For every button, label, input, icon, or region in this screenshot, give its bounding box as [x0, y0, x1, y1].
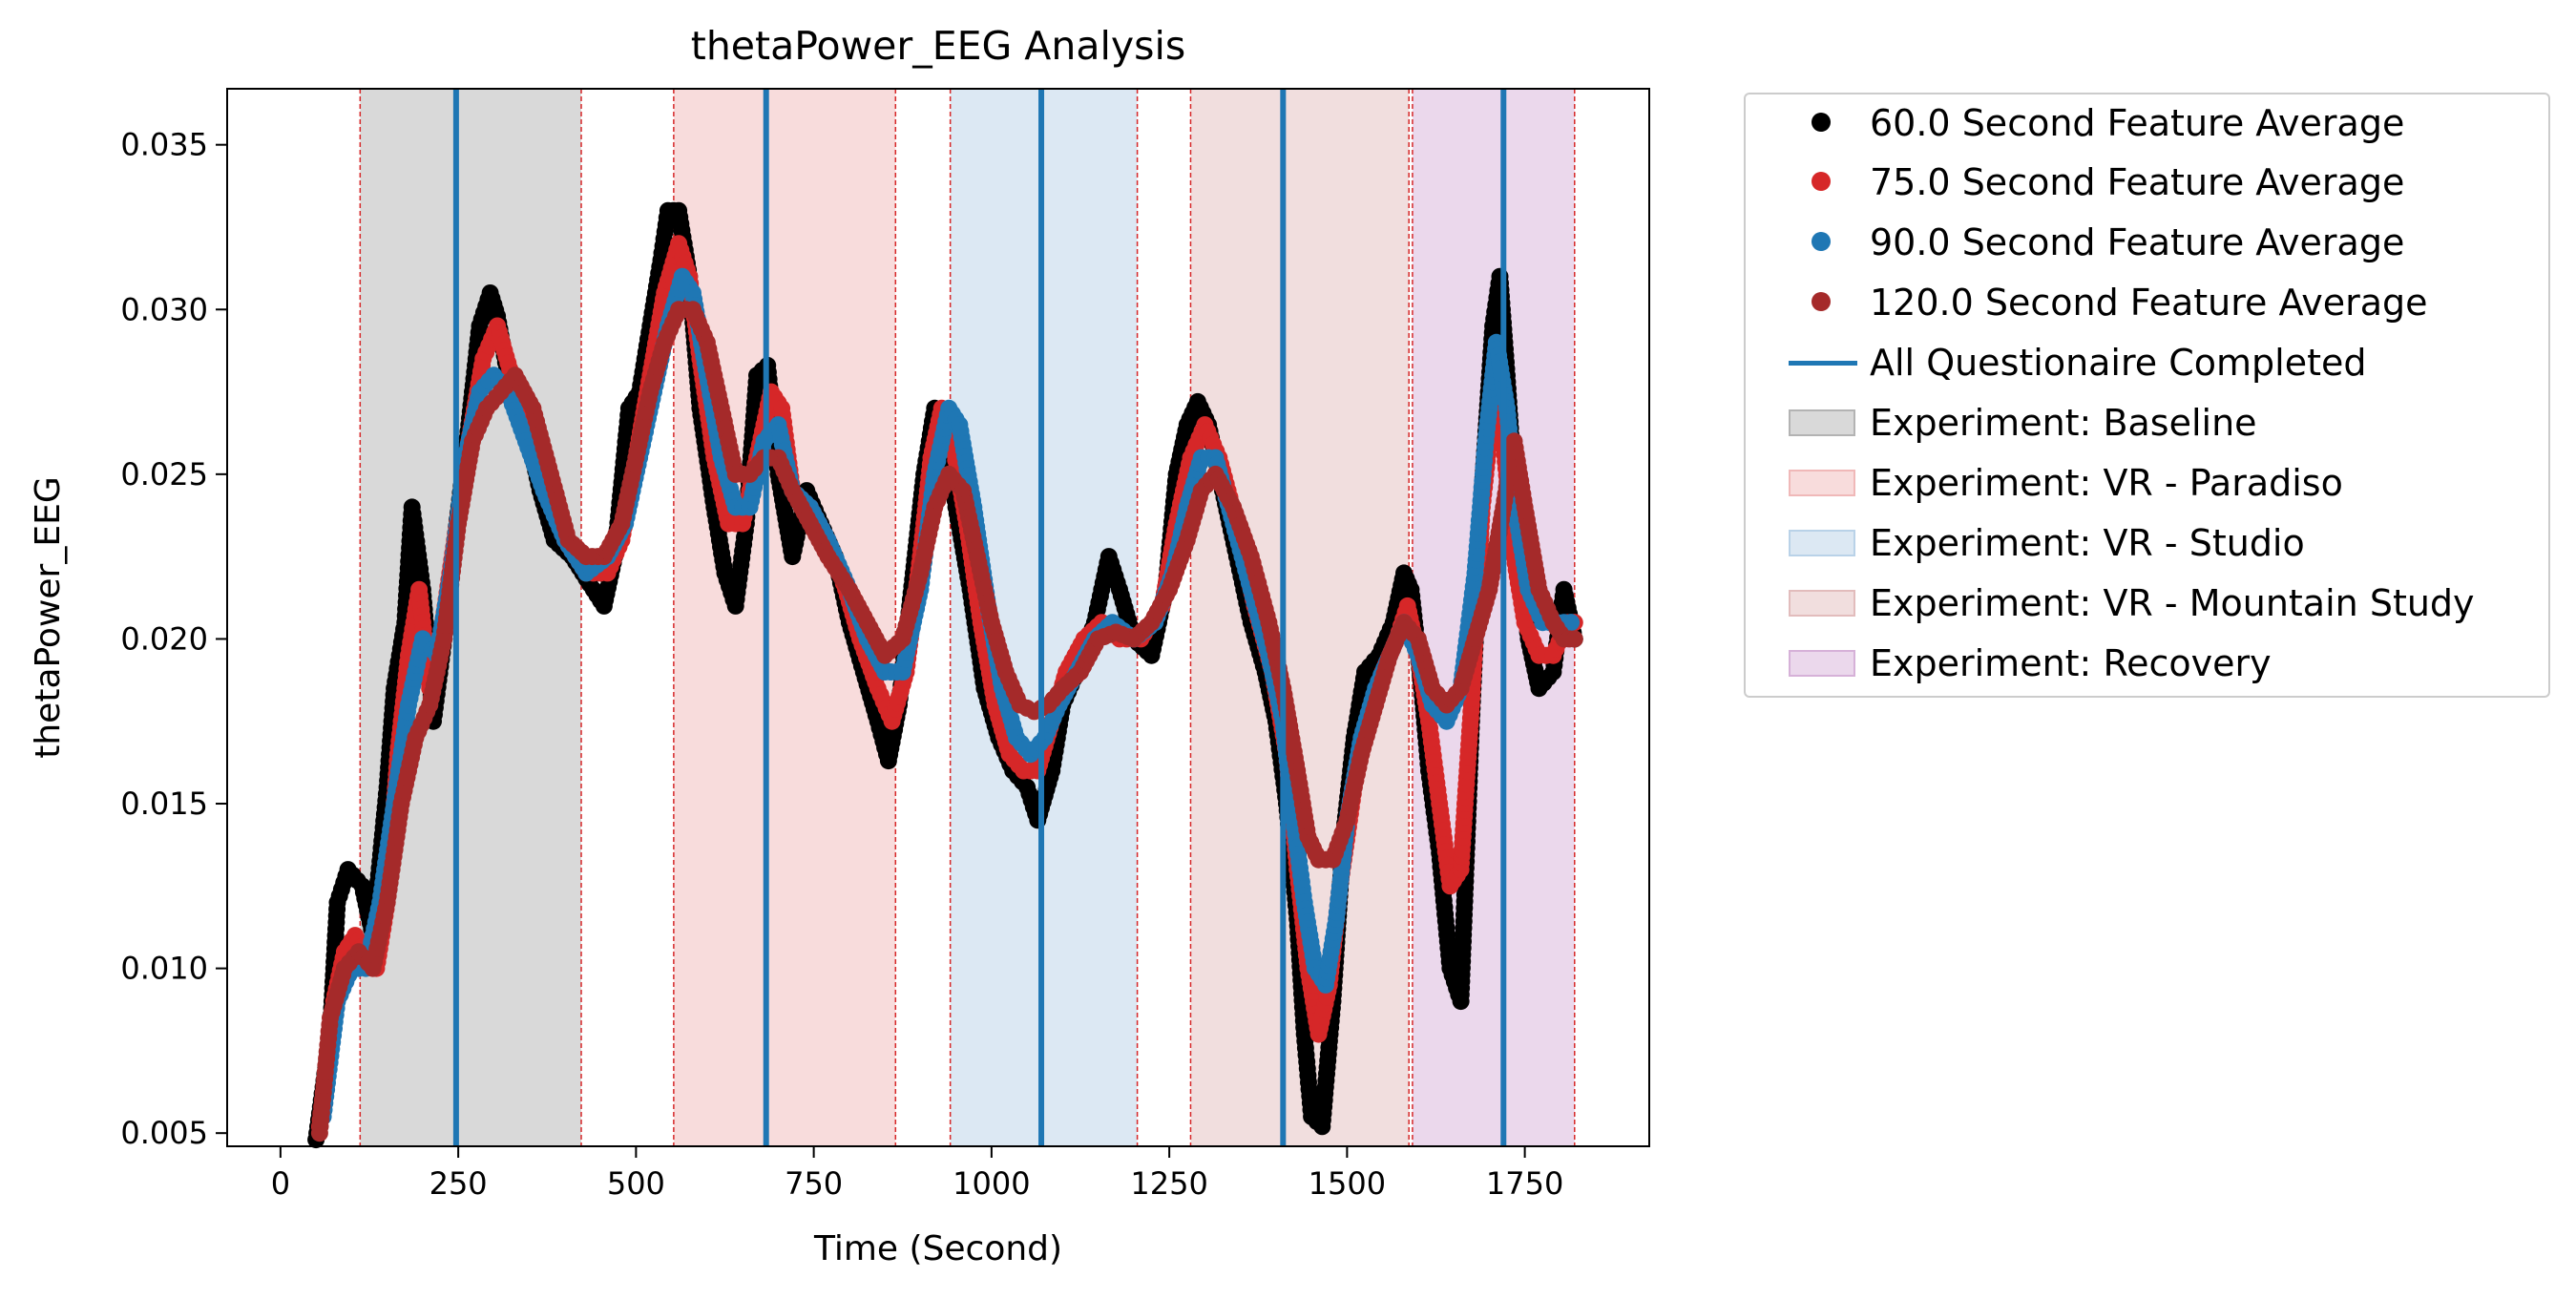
data-point [1565, 630, 1583, 648]
data-point [1562, 614, 1581, 632]
legend-label-studio: Experiment: VR - Studio [1870, 522, 2305, 564]
y-axis-label: thetaPower_EEG [29, 476, 68, 759]
legend-entry-75s: 75.0 Second Feature Average [1746, 154, 2547, 213]
patch-icon [1789, 409, 1855, 436]
patch-icon [1789, 650, 1855, 677]
legend-entry-studio: Experiment: VR - Studio [1746, 514, 2547, 574]
y-tick-label: 0.010 [120, 951, 208, 987]
legend-entry-recovery: Experiment: Recovery [1746, 635, 2547, 694]
line-icon [1789, 361, 1857, 366]
x-tick-label: 500 [607, 1165, 665, 1202]
legend-marker-mountain [1789, 590, 1857, 618]
y-tick-label: 0.005 [120, 1115, 208, 1151]
plot-frame [226, 88, 1650, 1147]
legend-label-paradiso: Experiment: VR - Paradiso [1870, 462, 2343, 504]
legend-label-90s: 90.0 Second Feature Average [1870, 221, 2405, 263]
dot-icon [1812, 232, 1831, 251]
x-tick-label: 1000 [953, 1165, 1030, 1202]
legend-entry-questionnaire: All Questionaire Completed [1746, 334, 2547, 393]
y-tick-label: 0.015 [120, 786, 208, 822]
x-tick-label: 1250 [1130, 1165, 1207, 1202]
phase-band-baseline [360, 89, 582, 1146]
patch-icon [1789, 590, 1855, 617]
x-tick-label: 1500 [1309, 1165, 1386, 1202]
legend-label-recovery: Experiment: Recovery [1870, 642, 2272, 684]
x-tick-label: 750 [785, 1165, 843, 1202]
legend-entry-120s: 120.0 Second Feature Average [1746, 274, 2547, 333]
questionnaire-lines [452, 89, 1507, 1146]
dot-icon [1812, 113, 1831, 132]
patch-icon [1789, 530, 1855, 556]
x-axis: 0 250 500 750 1000 1250 1500 1750 [271, 1146, 1563, 1202]
legend-entry-baseline: Experiment: Baseline [1746, 394, 2547, 453]
legend-marker-paradiso [1789, 470, 1857, 498]
dot-icon [1812, 292, 1831, 311]
x-axis-label: Time (Second) [813, 1229, 1062, 1268]
legend-label-baseline: Experiment: Baseline [1870, 402, 2257, 444]
x-tick-label: 1750 [1486, 1165, 1563, 1202]
legend-entry-mountain: Experiment: VR - Mountain Study [1746, 575, 2547, 634]
legend-entry-paradiso: Experiment: VR - Paradiso [1746, 454, 2547, 513]
data-series [307, 201, 1583, 1149]
legend-marker-75s [1789, 169, 1857, 198]
legend-marker-60s [1789, 110, 1857, 138]
patch-icon [1789, 470, 1855, 496]
legend-label-75s: 75.0 Second Feature Average [1870, 161, 2405, 203]
y-tick-label: 0.030 [120, 291, 208, 327]
legend-marker-90s [1789, 229, 1857, 258]
legend-label-mountain: Experiment: VR - Mountain Study [1870, 582, 2475, 624]
legend: 60.0 Second Feature Average 75.0 Second … [1744, 93, 2550, 698]
legend-marker-recovery [1789, 650, 1857, 679]
legend-entry-60s: 60.0 Second Feature Average [1746, 94, 2547, 154]
y-tick-label: 0.020 [120, 620, 208, 657]
legend-marker-120s [1789, 289, 1857, 318]
chart-title: thetaPower_EEG Analysis [691, 23, 1186, 69]
x-tick-label: 0 [271, 1165, 290, 1202]
legend-label-120s: 120.0 Second Feature Average [1870, 282, 2428, 324]
legend-marker-studio [1789, 530, 1857, 558]
legend-label-questionnaire: All Questionaire Completed [1870, 342, 2367, 384]
x-tick-label: 250 [429, 1165, 488, 1202]
dot-icon [1812, 172, 1831, 191]
y-tick-label: 0.035 [120, 127, 208, 163]
y-tick-label: 0.025 [120, 456, 208, 492]
legend-marker-questionnaire [1789, 349, 1857, 378]
y-axis: 0.005 0.010 0.015 0.020 0.025 0.030 0.035 [120, 127, 227, 1151]
legend-label-60s: 60.0 Second Feature Average [1870, 102, 2405, 144]
series-120-0-second-feature-average [310, 301, 1583, 1142]
legend-entry-90s: 90.0 Second Feature Average [1746, 214, 2547, 273]
legend-marker-baseline [1789, 409, 1857, 438]
